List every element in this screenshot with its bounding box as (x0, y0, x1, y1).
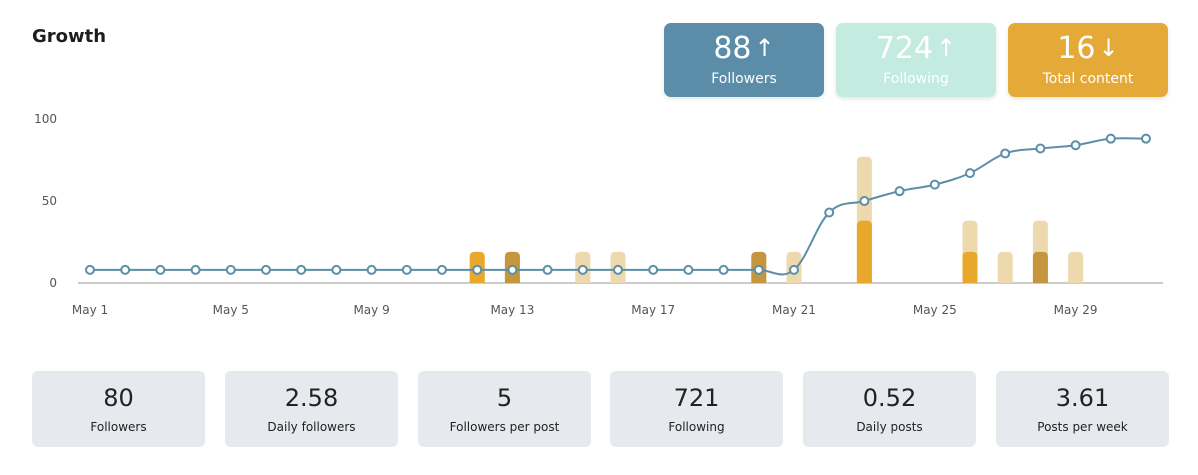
x-tick-label: May 17 (631, 303, 675, 317)
bar (962, 251, 978, 283)
y-tick-label: 50 (42, 194, 57, 208)
bar (1032, 251, 1048, 283)
x-tick-label: May 9 (353, 303, 389, 317)
following-summary-value: 724 (875, 31, 934, 66)
bar (997, 251, 1013, 283)
data-point (753, 264, 764, 275)
data-point (683, 264, 694, 275)
metric-label: Followers (90, 420, 147, 434)
data-point (718, 264, 729, 275)
x-tick-label: May 21 (772, 303, 816, 317)
y-tick-label: 100 (34, 112, 57, 126)
data-point (472, 264, 483, 275)
followers-summary-value: 88 (713, 31, 752, 66)
page-title: Growth (32, 26, 107, 47)
bar (1068, 251, 1084, 283)
data-point (507, 264, 518, 275)
metric-label: Following (668, 420, 725, 434)
data-point (261, 264, 271, 275)
following-summary-card: 724 ↑ Following (836, 23, 996, 97)
bar (856, 220, 872, 283)
metric-value: 721 (673, 384, 720, 412)
metric-value: 80 (103, 384, 134, 412)
data-point (648, 264, 659, 275)
data-point (190, 264, 201, 275)
total-content-summary-label: Total content (1042, 71, 1134, 87)
metric-label: Posts per week (1037, 420, 1128, 434)
data-point (331, 264, 342, 275)
metric-value: 0.52 (862, 384, 917, 412)
metric-card-following: 721 Following (610, 371, 783, 447)
metric-label: Followers per post (449, 420, 560, 434)
data-point (120, 264, 131, 275)
data-point (824, 207, 835, 218)
x-tick-label: May 5 (213, 303, 249, 317)
metric-value: 3.61 (1055, 384, 1110, 412)
metric-card-posts-per-week: 3.61 Posts per week (996, 371, 1169, 447)
metric-card-daily-followers: 2.58 Daily followers (225, 371, 398, 447)
data-point (929, 179, 940, 190)
data-point (401, 264, 412, 275)
x-tick-label: May 29 (1054, 303, 1098, 317)
arrow-up-icon: ↑ (936, 34, 957, 62)
metric-value: 5 (496, 384, 513, 412)
total-content-summary-value: 16 (1057, 31, 1096, 66)
x-tick-label: May 25 (913, 303, 957, 317)
data-point (85, 264, 95, 275)
metric-card-followers: 80 Followers (32, 371, 205, 447)
metric-value: 2.58 (284, 384, 339, 412)
data-point (1035, 143, 1046, 154)
followers-summary-card: 88 ↑ Followers (664, 23, 824, 97)
metric-card-followers-per-post: 5 Followers per post (418, 371, 591, 447)
data-point (1105, 133, 1116, 144)
data-point (859, 196, 870, 206)
following-summary-label: Following (883, 71, 949, 87)
growth-chart: 0 50 100 May 1 May 5 May 9 May 13 May 17 May 21 M… (34, 112, 1163, 317)
metric-card-daily-posts: 0.52 Daily posts (803, 371, 976, 447)
data-point (1000, 148, 1011, 159)
data-point (613, 264, 623, 275)
arrow-up-icon: ↑ (754, 34, 775, 62)
followers-summary-label: Followers (711, 71, 777, 87)
data-point (1141, 133, 1151, 144)
y-tick-label: 0 (49, 276, 57, 290)
metric-label: Daily posts (856, 420, 923, 434)
data-point (296, 264, 307, 275)
data-point (437, 264, 447, 275)
metric-label: Daily followers (267, 420, 356, 434)
arrow-down-icon: ↓ (1098, 34, 1119, 62)
data-point (542, 264, 553, 275)
data-point (894, 186, 905, 197)
data-point (1070, 140, 1081, 151)
x-tick-label: May 1 (72, 303, 108, 317)
total-content-summary-card: 16 ↓ Total content (1008, 23, 1168, 97)
data-point (789, 264, 799, 275)
x-tick-label: May 13 (490, 303, 534, 317)
data-point (965, 168, 975, 179)
data-point (155, 264, 166, 275)
data-point (225, 264, 236, 275)
data-point (366, 264, 377, 275)
data-point (577, 264, 588, 275)
